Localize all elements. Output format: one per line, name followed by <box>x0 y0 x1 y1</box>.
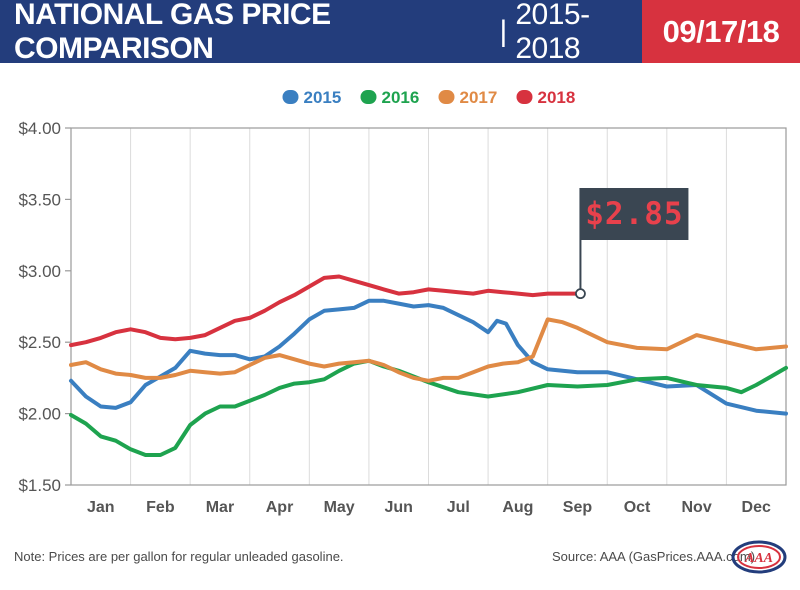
x-tick-label: Dec <box>742 499 771 516</box>
y-tick-label: $2.50 <box>18 333 61 352</box>
current-price-marker <box>575 288 586 300</box>
logo-outer-ring <box>731 540 787 574</box>
legend-swatch <box>438 90 455 104</box>
date-badge: 09/17/18 <box>642 0 800 63</box>
y-tick-label: $2.00 <box>18 405 61 424</box>
x-tick-label: Apr <box>266 499 294 516</box>
x-tick-label: Aug <box>502 499 533 516</box>
year-range: 2015-2018 <box>515 0 590 65</box>
header-title-bar: NATIONAL GAS PRICE COMPARISON | 2015-201… <box>0 0 642 65</box>
legend-label: 2018 <box>538 88 576 107</box>
series-line-2015 <box>69 298 788 416</box>
logo-text: AAA <box>744 551 773 566</box>
plot-frame <box>70 127 787 486</box>
series-line-2018 <box>69 274 583 348</box>
x-tick-label: Jun <box>384 499 412 516</box>
y-tick-label: $3.50 <box>18 190 61 209</box>
x-tick-label: May <box>324 499 355 516</box>
legend-label: 2015 <box>304 88 342 107</box>
footer-source: Source: AAA (GasPrices.AAA.com) <box>552 549 756 564</box>
x-tick-label: Feb <box>146 499 175 516</box>
footer-note: Note: Prices are per gallon for regular … <box>14 549 344 564</box>
x-tick-label: Mar <box>206 499 234 516</box>
y-tick-label: $3.00 <box>18 262 61 281</box>
price-flag-label: $2.85 <box>585 196 683 232</box>
legend-label: 2016 <box>382 88 420 107</box>
logo-inner-ring <box>737 545 781 569</box>
legend-label: 2017 <box>460 88 498 107</box>
gas-price-chart: $1.50 $2.00 $2.50 $3.00 $3.50 $4.00 Jan Feb Mar A… <box>18 88 788 516</box>
y-tick-label: $4.00 <box>18 119 61 138</box>
legend-swatch <box>282 90 299 104</box>
page-title: NATIONAL GAS PRICE COMPARISON <box>14 0 331 65</box>
x-tick-label: Nov <box>682 499 712 516</box>
legend-swatch <box>360 90 377 104</box>
legend-swatch <box>516 90 533 104</box>
series-line-2017 <box>69 317 788 383</box>
aaa-logo: AAA <box>731 540 787 574</box>
x-tick-label: Oct <box>624 499 651 516</box>
y-tick-label: $1.50 <box>18 476 61 495</box>
x-tick-label: Jul <box>447 499 470 516</box>
x-tick-label: Jan <box>87 499 115 516</box>
price-flag <box>580 188 689 240</box>
title-separator: | <box>499 14 508 48</box>
x-tick-label: Sep <box>563 499 593 516</box>
header-banner: NATIONAL GAS PRICE COMPARISON | 2015-201… <box>0 0 800 65</box>
